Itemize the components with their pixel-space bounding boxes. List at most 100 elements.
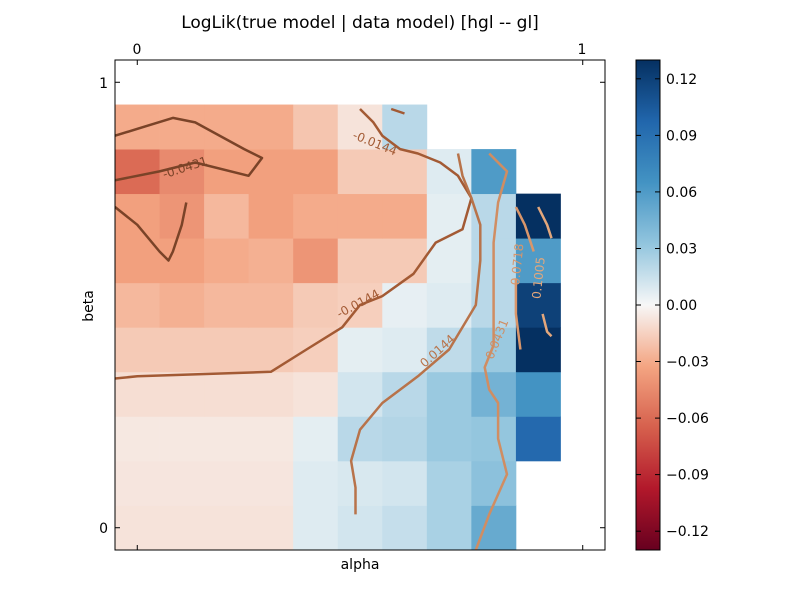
heatmap-cell — [382, 282, 428, 328]
heatmap-cell — [382, 371, 428, 417]
contour-label: 0.1005 — [529, 256, 547, 299]
heatmap-cell — [515, 416, 561, 462]
contour-line — [541, 313, 553, 338]
heatmap-cell — [515, 238, 561, 284]
contour-line — [474, 152, 509, 550]
heatmap-cell — [159, 193, 205, 239]
heatmap-cell — [115, 104, 160, 150]
colorbar-tick-label: −0.09 — [666, 468, 709, 484]
colorbar-tick-label: −0.03 — [666, 355, 709, 371]
colorbar-tick-label: 0.09 — [666, 128, 697, 144]
heatmap-cell — [337, 149, 383, 195]
heatmap-cell — [515, 371, 561, 417]
heatmap-cell — [204, 416, 250, 462]
y-axis-label: beta — [81, 290, 97, 322]
heatmap-cell — [204, 193, 250, 239]
heatmap-cell — [159, 371, 205, 417]
heatmap-cell — [471, 371, 517, 417]
heatmap-cell — [159, 104, 205, 150]
contour-lines — [115, 107, 553, 550]
heatmap-cell — [204, 327, 250, 373]
heatmap-cell — [248, 238, 294, 284]
heatmap-cell — [159, 327, 205, 373]
heatmap-cell — [382, 416, 428, 462]
heatmap-cell — [204, 371, 250, 417]
colorbar-tick-label: 0.03 — [666, 242, 697, 258]
axis-ticks — [115, 60, 605, 550]
heatmap-cell — [293, 505, 339, 550]
heatmap-cell — [382, 238, 428, 284]
heatmap-cell — [204, 238, 250, 284]
heatmap-cell — [515, 282, 561, 328]
heatmap-cell — [382, 460, 428, 506]
heatmap-cell — [293, 460, 339, 506]
heatmap-cell — [382, 193, 428, 239]
heatmap-cell — [159, 505, 205, 550]
heatmap-cell — [248, 327, 294, 373]
heatmap-cell — [382, 505, 428, 550]
heatmap-cell — [515, 193, 561, 239]
colorbar-tick-label: 0.12 — [666, 72, 697, 88]
contour-line — [537, 206, 553, 239]
colorbar-tick-label: 0.00 — [666, 298, 697, 314]
colorbar-tick-label: −0.12 — [666, 524, 709, 540]
heatmap-cell — [337, 193, 383, 239]
heatmap-cell — [159, 238, 205, 284]
heatmap-cell — [293, 416, 339, 462]
heatmap-cell — [159, 460, 205, 506]
heatmap-cell — [159, 416, 205, 462]
heatmap-cell — [426, 371, 472, 417]
colorbar-tick-label: −0.06 — [666, 411, 709, 427]
colorbar-tick-label: 0.06 — [666, 185, 697, 201]
heatmap-cell — [515, 327, 561, 373]
heatmap-cell — [471, 416, 517, 462]
heatmap-cell — [293, 104, 339, 150]
x-tick-label-1: 1 — [578, 42, 587, 58]
colorbar-ticks: 0.12 0.09 0.06 0.03 0.00 −0.03 −0.06 −0.09 −0.12 — [636, 72, 709, 540]
contour-label: 0.0718 — [508, 243, 526, 286]
heatmap-cell — [115, 371, 160, 417]
chart-title: LogLik(true model | data model) [hgl -- … — [181, 13, 539, 33]
heatmap-cell — [248, 193, 294, 239]
heatmap-cell — [159, 149, 205, 195]
heatmap-cell — [293, 282, 339, 328]
heatmap-cell — [293, 371, 339, 417]
heatmap-cell — [115, 193, 160, 239]
x-tick-label-0: 0 — [133, 42, 142, 58]
heatmap-cell — [248, 505, 294, 550]
heatmap-cell — [426, 505, 472, 550]
heatmap-cell — [248, 149, 294, 195]
heatmap-cell — [204, 282, 250, 328]
heatmap-cell — [115, 282, 160, 328]
heatmap-cell — [248, 371, 294, 417]
contour-line — [514, 278, 522, 350]
heatmap-cell — [204, 460, 250, 506]
heatmap-cell — [337, 327, 383, 373]
heatmap-cell — [248, 416, 294, 462]
heatmap-cell — [382, 327, 428, 373]
heatmap-cell — [471, 149, 517, 195]
y-tick-label-0: 0 — [99, 521, 108, 537]
y-tick-label-1: 1 — [99, 76, 108, 92]
heatmap-cell — [159, 282, 205, 328]
heatmap-cells — [115, 104, 561, 550]
contour-line — [390, 107, 405, 115]
heatmap-cell — [115, 416, 160, 462]
heatmap-cell — [115, 238, 160, 284]
heatmap-cell — [293, 149, 339, 195]
x-axis-label: alpha — [341, 557, 380, 573]
heatmap-cell — [426, 193, 472, 239]
heatmap-cell — [337, 371, 383, 417]
contour-line — [349, 153, 482, 515]
contour-line — [115, 108, 473, 380]
heatmap-cell — [248, 104, 294, 150]
heatmap-cell — [337, 505, 383, 550]
heatmap-cell — [115, 460, 160, 506]
heatmap-cell — [382, 149, 428, 195]
heatmap-cell — [471, 460, 517, 506]
heatmap-cell — [426, 416, 472, 462]
contour-line — [115, 116, 264, 182]
heatmap-cell — [337, 238, 383, 284]
heatmap-cell — [426, 282, 472, 328]
